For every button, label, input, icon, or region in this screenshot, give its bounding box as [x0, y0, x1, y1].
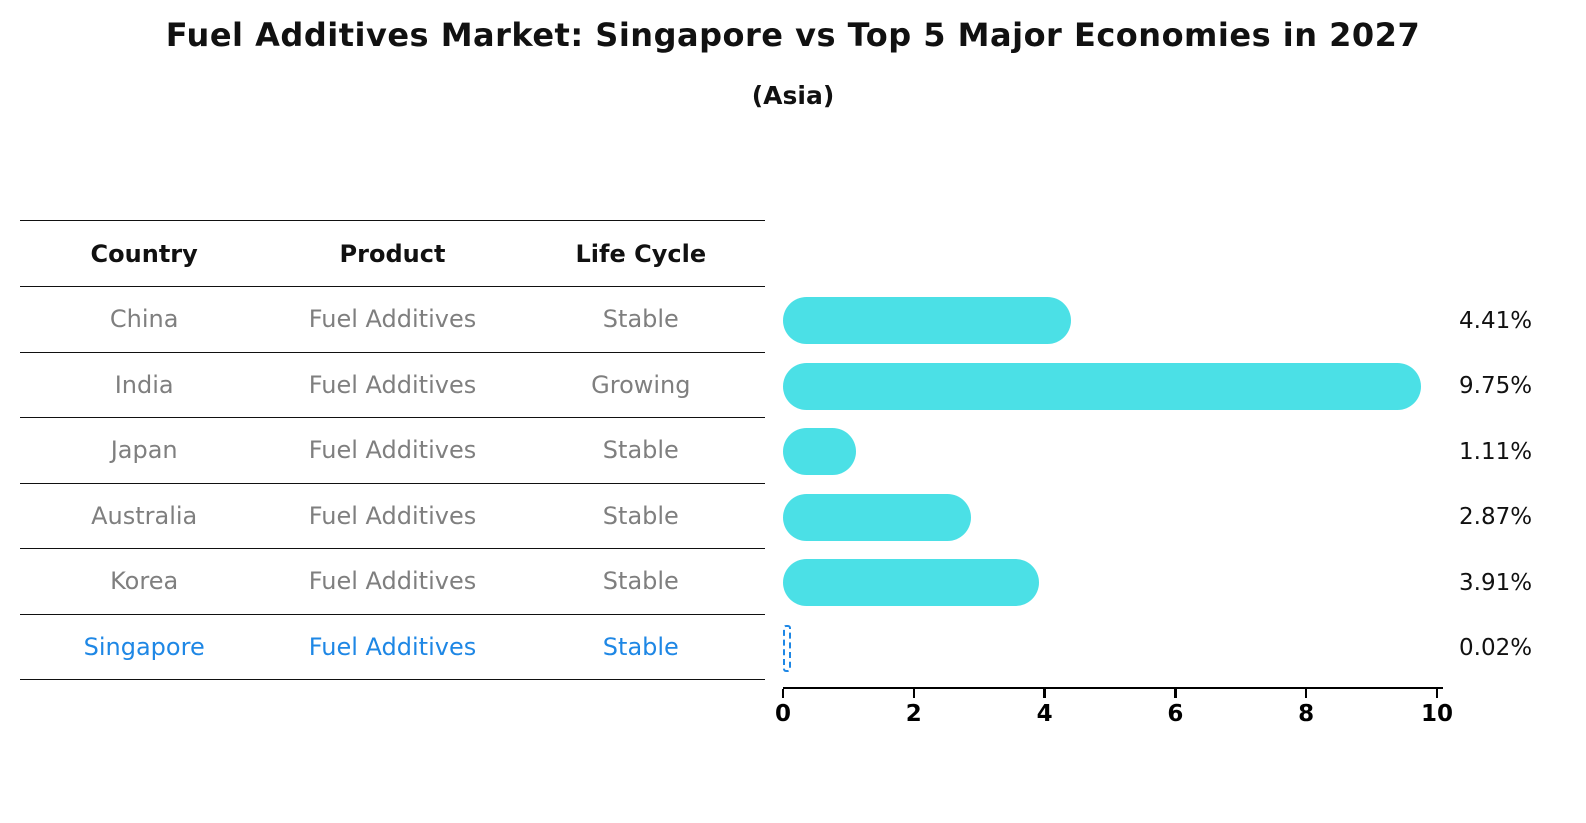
cell-lifecycle: Stable [602, 305, 679, 334]
bar-singapore [783, 624, 791, 672]
bar-korea [783, 559, 1039, 607]
cell-country: Japan [110, 436, 178, 465]
bar-china [783, 297, 1072, 345]
x-axis-tick-label: 6 [1167, 701, 1184, 727]
chart-subtitle: (Asia) [751, 81, 835, 110]
cell-lifecycle: Stable [602, 501, 679, 530]
cell-country: India [114, 370, 174, 399]
x-axis-tick [1043, 689, 1046, 698]
cell-country: Australia [91, 501, 198, 530]
country-table: Country Product Life Cycle China Fuel Add… [20, 220, 765, 680]
bar-australia [783, 493, 971, 541]
bar-value-label: 4.41% [1459, 307, 1533, 334]
value-labels: 4.41% 9.75% 1.11% 2.87% 3.91% 0.02% [1459, 288, 1584, 681]
table-header-row: Country Product Life Cycle [20, 221, 765, 287]
bar-value-label: 2.87% [1459, 504, 1533, 531]
x-axis-tick [1304, 689, 1308, 698]
cell-product: Fuel Additives [308, 305, 477, 334]
x-axis-tick-label: 2 [905, 701, 922, 727]
bar-row [783, 485, 1437, 551]
bar-chart [783, 288, 1437, 681]
table-header-lifecycle: Life Cycle [575, 239, 707, 268]
table-header-product: Product [339, 239, 446, 268]
x-axis-tick-label: 10 [1420, 701, 1454, 727]
table-header-country: Country [90, 239, 198, 268]
cell-product: Fuel Additives [308, 370, 477, 399]
bar-row [783, 616, 1437, 682]
x-axis-tick-label: 4 [1036, 701, 1053, 727]
bar-value-label: 1.11% [1459, 438, 1533, 465]
cell-lifecycle: Stable [602, 567, 679, 596]
cell-product: Fuel Additives [308, 567, 477, 596]
bar-india [783, 362, 1421, 410]
table-row: China Fuel Additives Stable [20, 287, 765, 353]
cell-product: Fuel Additives [308, 501, 477, 530]
table-row: Singapore Fuel Additives Stable [20, 615, 765, 680]
x-axis-tick [1174, 689, 1177, 698]
table-row: Australia Fuel Additives Stable [20, 484, 765, 549]
bar-value-label: 9.75% [1459, 373, 1533, 400]
bar-value-label: 3.91% [1459, 569, 1533, 596]
cell-lifecycle: Stable [602, 632, 679, 661]
cell-product: Fuel Additives [308, 632, 477, 661]
bar-value-label: 0.02% [1459, 635, 1533, 662]
table-body: China Fuel Additives Stable India Fuel Addit… [20, 287, 765, 680]
cell-product: Fuel Additives [308, 436, 477, 465]
x-axis-tick-label: 0 [774, 701, 792, 727]
x-axis-tick [912, 689, 916, 698]
bar-row [783, 419, 1437, 485]
bar-row [783, 354, 1437, 420]
cell-country: Korea [110, 567, 179, 596]
x-axis: 0 2 4 6 8 10 [775, 687, 1453, 727]
x-axis-tick [781, 689, 785, 698]
table-row: Korea Fuel Additives Stable [20, 549, 765, 615]
cell-lifecycle: Growing [591, 370, 691, 399]
x-axis-tick-label: 8 [1298, 701, 1315, 727]
bar-japan [783, 428, 856, 476]
chart-title: Fuel Additives Market: Singapore vs Top … [165, 16, 1421, 54]
cell-country: China [109, 305, 179, 334]
table-row: India Fuel Additives Growing [20, 353, 765, 418]
table-row: Japan Fuel Additives Stable [20, 418, 765, 484]
bar-row [783, 288, 1437, 354]
x-axis-tick [1435, 689, 1439, 698]
bar-row [783, 550, 1437, 616]
cell-lifecycle: Stable [602, 436, 679, 465]
cell-country: Singapore [83, 632, 205, 661]
